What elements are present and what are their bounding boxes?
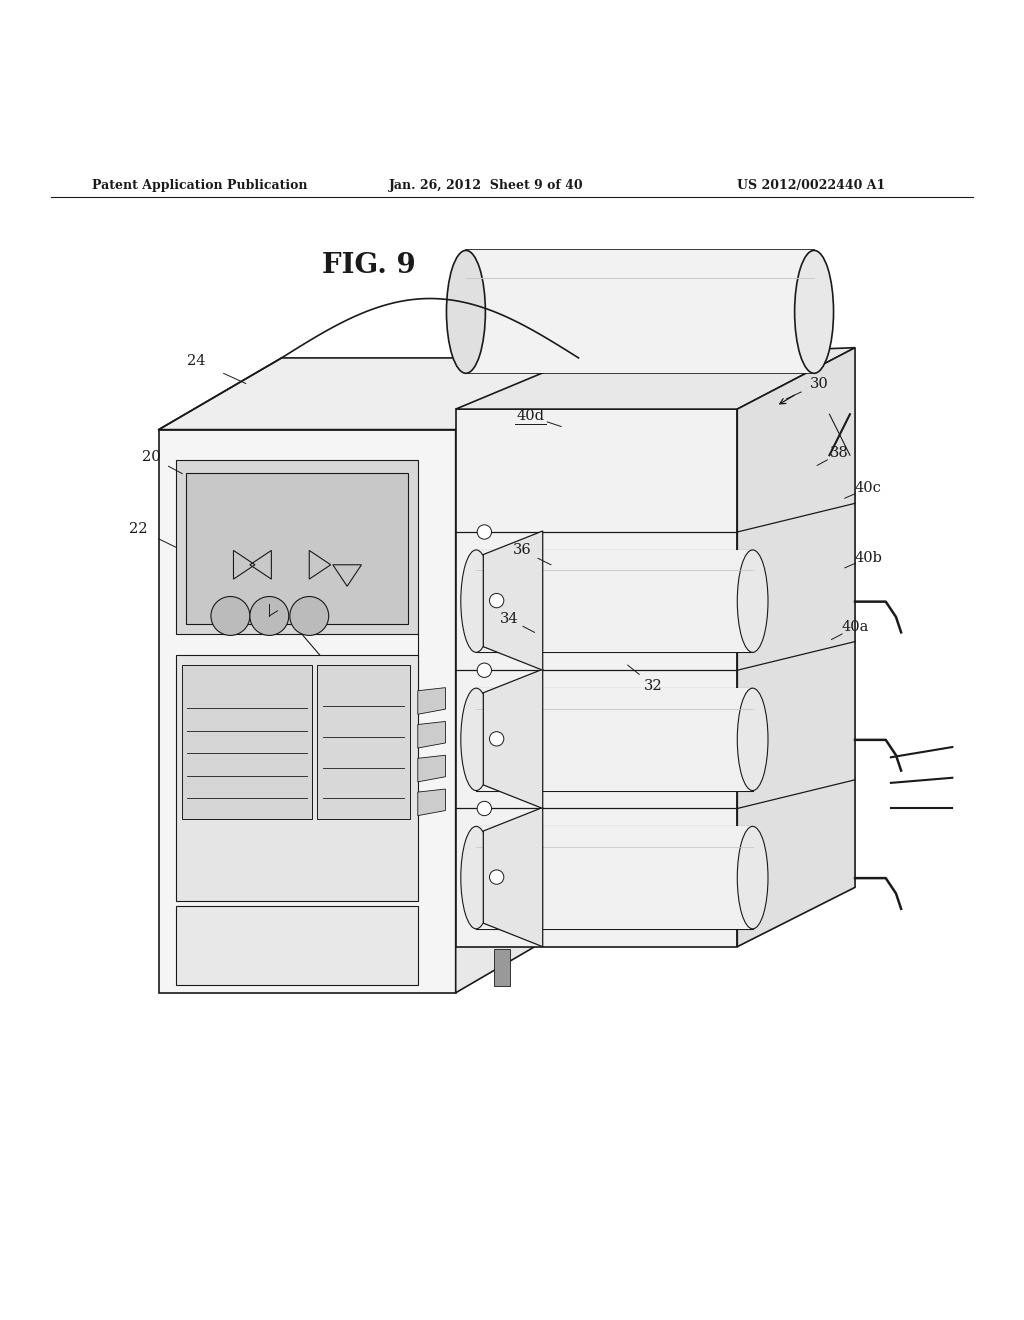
Text: FIG. 9: FIG. 9: [322, 252, 416, 280]
Text: Jan. 26, 2012  Sheet 9 of 40: Jan. 26, 2012 Sheet 9 of 40: [389, 180, 584, 193]
Polygon shape: [456, 409, 737, 946]
Text: 36: 36: [513, 544, 531, 557]
Ellipse shape: [737, 826, 768, 929]
Polygon shape: [418, 789, 445, 816]
Polygon shape: [483, 531, 543, 671]
Text: 24: 24: [187, 354, 206, 368]
Ellipse shape: [461, 826, 492, 929]
Ellipse shape: [795, 251, 834, 374]
Circle shape: [290, 597, 329, 635]
Polygon shape: [456, 347, 855, 409]
Text: 38: 38: [830, 446, 849, 461]
Text: US 2012/0022440 A1: US 2012/0022440 A1: [737, 180, 886, 193]
Polygon shape: [476, 826, 753, 929]
Polygon shape: [476, 550, 753, 652]
Polygon shape: [456, 358, 579, 993]
Polygon shape: [418, 688, 445, 714]
Ellipse shape: [737, 550, 768, 652]
Ellipse shape: [446, 251, 485, 374]
Polygon shape: [494, 949, 510, 986]
Text: 32: 32: [644, 678, 663, 693]
Polygon shape: [483, 808, 543, 946]
Polygon shape: [176, 906, 418, 985]
Circle shape: [477, 525, 492, 539]
Text: 40b: 40b: [854, 550, 883, 565]
Circle shape: [489, 870, 504, 884]
Polygon shape: [186, 473, 408, 624]
Polygon shape: [476, 688, 753, 791]
Text: 20: 20: [142, 450, 161, 465]
Polygon shape: [176, 461, 418, 635]
Circle shape: [211, 597, 250, 635]
Circle shape: [489, 594, 504, 607]
Circle shape: [477, 663, 492, 677]
Polygon shape: [737, 347, 855, 946]
Polygon shape: [466, 251, 814, 374]
Text: 34: 34: [500, 612, 518, 626]
Polygon shape: [418, 722, 445, 748]
Text: 22: 22: [129, 521, 147, 536]
Text: 40d: 40d: [516, 409, 545, 424]
Text: 40c: 40c: [855, 480, 882, 495]
Ellipse shape: [461, 688, 492, 791]
Text: 30: 30: [810, 376, 828, 391]
Text: Patent Application Publication: Patent Application Publication: [92, 180, 307, 193]
Circle shape: [250, 597, 289, 635]
Polygon shape: [159, 358, 579, 429]
Circle shape: [489, 731, 504, 746]
Polygon shape: [317, 665, 410, 818]
Polygon shape: [176, 655, 418, 900]
Ellipse shape: [737, 688, 768, 791]
Ellipse shape: [461, 550, 492, 652]
Circle shape: [477, 801, 492, 816]
Polygon shape: [483, 669, 543, 808]
Polygon shape: [159, 429, 456, 993]
Text: 40a: 40a: [842, 620, 868, 634]
Polygon shape: [418, 755, 445, 781]
Polygon shape: [182, 665, 312, 818]
